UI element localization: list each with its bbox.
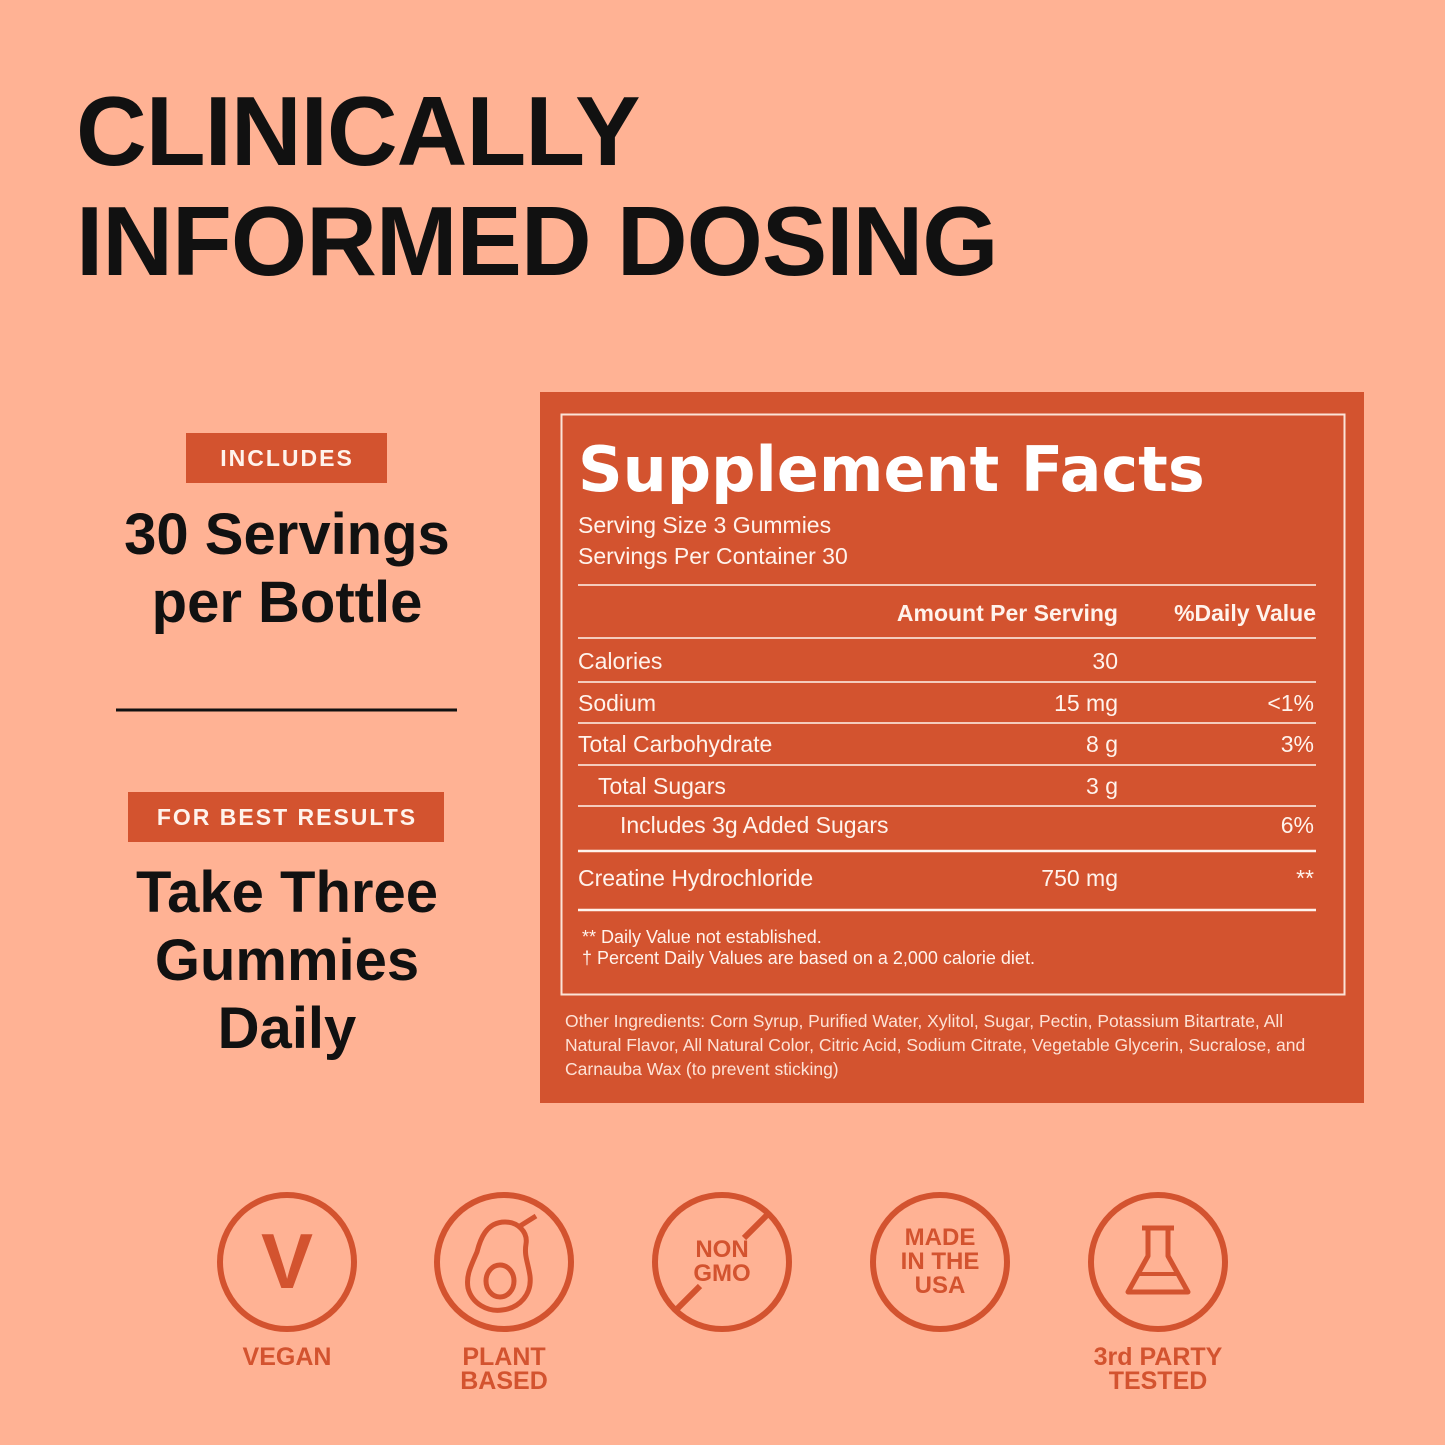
badge-label: BASED bbox=[460, 1367, 548, 1395]
badge-text: FOR BEST RESULTS bbox=[156, 804, 418, 831]
avocado-stem bbox=[518, 1213, 538, 1229]
badge-label: 3rd PARTY bbox=[1093, 1343, 1223, 1371]
nutrient-name: Includes 3g Added Sugars bbox=[620, 812, 889, 839]
badge-label: PLANT bbox=[462, 1343, 546, 1371]
icon-ring bbox=[652, 1192, 792, 1332]
icons bbox=[217, 1192, 1228, 1332]
icon-ring bbox=[870, 1192, 1010, 1332]
badge-bg bbox=[128, 792, 444, 842]
footnote: † Percent Daily Values are based on a 2,… bbox=[582, 948, 1035, 969]
icon-text: IN THE bbox=[900, 1247, 980, 1275]
footnote: ** Daily Value not established. bbox=[582, 927, 822, 948]
usage-text: Daily bbox=[217, 996, 357, 1062]
nutrient-amount: 8 g bbox=[1086, 731, 1118, 758]
servings-text: 30 Servings bbox=[124, 502, 450, 568]
icon-text: V bbox=[260, 1217, 314, 1306]
other-ingredients: Other Ingredients: Corn Syrup, Purified … bbox=[565, 1011, 1306, 1079]
slash bbox=[673, 1283, 703, 1313]
usage-text: Take Three bbox=[136, 860, 438, 926]
nutrient-name: Creatine Hydrochloride bbox=[578, 865, 814, 892]
nutrient-amount: 3 g bbox=[1086, 773, 1118, 800]
daily-value: ** bbox=[1296, 865, 1314, 892]
icon-ring bbox=[434, 1192, 574, 1332]
facts-border bbox=[560, 413, 1346, 996]
nutrient-amount: 30 bbox=[1092, 648, 1118, 675]
nutrient-name: Sodium bbox=[578, 690, 656, 717]
badge-label: TESTED bbox=[1108, 1367, 1208, 1395]
icon-ring bbox=[1088, 1192, 1228, 1332]
facts-panel bbox=[540, 392, 1364, 1103]
daily-value: 6% bbox=[1280, 812, 1314, 839]
nutrient-name: Total Sugars bbox=[598, 773, 726, 800]
usage-text: Gummies bbox=[154, 928, 420, 994]
nutrient-amount: 15 mg bbox=[1054, 690, 1118, 717]
daily-value: <1% bbox=[1267, 690, 1314, 717]
icon-text: USA bbox=[914, 1271, 966, 1299]
headline: INFORMED DOSING bbox=[76, 186, 998, 297]
avocado-icon bbox=[465, 1219, 533, 1313]
icon-text: NON bbox=[695, 1235, 749, 1263]
column-header: Amount Per Serving bbox=[896, 600, 1118, 627]
badge-bg bbox=[186, 433, 387, 483]
nutrient-amount: 750 mg bbox=[1041, 865, 1118, 892]
facts-title: Supplement Facts bbox=[578, 432, 1205, 506]
badge-text: INCLUDES bbox=[220, 445, 354, 472]
icon-text: MADE bbox=[904, 1223, 976, 1251]
daily-value: 3% bbox=[1280, 731, 1314, 758]
icon-ring bbox=[217, 1192, 357, 1332]
badge-label: VEGAN bbox=[242, 1343, 332, 1371]
nutrient-name: Calories bbox=[578, 648, 663, 675]
flask-icon bbox=[1125, 1225, 1191, 1295]
slash bbox=[741, 1211, 771, 1241]
headline: CLINICALLY bbox=[76, 76, 641, 187]
serving-size: Serving Size 3 Gummies bbox=[578, 512, 832, 539]
icon-text: GMO bbox=[693, 1259, 751, 1287]
column-header: %Daily Value bbox=[1174, 600, 1316, 627]
servings-per-container: Servings Per Container 30 bbox=[578, 543, 848, 570]
servings-text: per Bottle bbox=[151, 570, 423, 636]
avocado-seed bbox=[483, 1262, 517, 1300]
nutrient-name: Total Carbohydrate bbox=[578, 731, 773, 758]
